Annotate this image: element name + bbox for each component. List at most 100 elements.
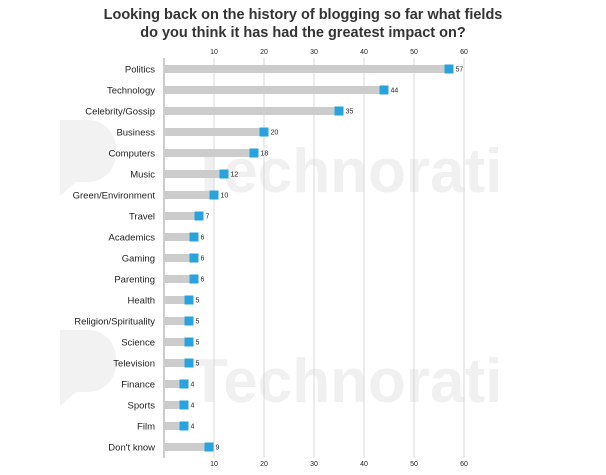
- data-label-13: 5: [196, 340, 200, 347]
- bar-marker-4: [249, 148, 259, 158]
- x-tick-label-top-20: 20: [260, 49, 268, 56]
- category-label-16: Sports: [128, 401, 156, 412]
- category-label-4: Computers: [109, 149, 156, 160]
- bar-marker-6: [209, 190, 219, 200]
- category-label-13: Science: [121, 338, 155, 349]
- x-tick-label-top-50: 50: [410, 49, 418, 56]
- x-tick-label-bottom-10: 10: [210, 461, 218, 468]
- bar-marker-10: [189, 274, 199, 284]
- category-label-1: Technology: [107, 86, 155, 97]
- data-label-7: 7: [206, 214, 210, 221]
- category-label-18: Don't know: [108, 443, 155, 454]
- category-label-14: Television: [113, 359, 155, 370]
- x-tick-label-bottom-60: 60: [460, 461, 468, 468]
- x-tick-label-top-40: 40: [360, 49, 368, 56]
- watermark: Technorati Technorati: [60, 120, 502, 416]
- category-label-2: Celebrity/Gossip: [85, 107, 155, 118]
- data-label-16: 4: [191, 403, 195, 410]
- x-tick-label-bottom-30: 30: [310, 461, 318, 468]
- bar-1: [164, 86, 380, 94]
- bar-12: [164, 317, 185, 325]
- data-label-9: 6: [201, 256, 205, 263]
- bar-16: [164, 401, 180, 409]
- x-tick-label-top-60: 60: [460, 49, 468, 56]
- watermark-logo-top: Technorati: [60, 120, 502, 206]
- bar-marker-2: [334, 106, 344, 116]
- category-labels: Politics Technology Celebrity/Gossip Busine…: [73, 65, 156, 454]
- data-label-15: 4: [191, 382, 195, 389]
- bar-18: [164, 443, 205, 451]
- data-label-12: 5: [196, 319, 200, 326]
- x-tick-label-bottom-40: 40: [360, 461, 368, 468]
- bar-marker-13: [184, 337, 194, 347]
- bar-8: [164, 233, 190, 241]
- bar-15: [164, 380, 180, 388]
- data-label-0: 57: [456, 67, 464, 74]
- bar-marker-7: [194, 211, 204, 221]
- chart-title-line-1: Looking back on the history of blogging …: [103, 7, 503, 23]
- category-label-6: Green/Environment: [73, 191, 156, 202]
- bar-marker-8: [189, 232, 199, 242]
- bar-marker-15: [179, 379, 189, 389]
- bar-14: [164, 359, 185, 367]
- category-label-9: Gaming: [122, 254, 155, 265]
- bar-11: [164, 296, 185, 304]
- data-label-5: 12: [231, 172, 239, 179]
- bar-5: [164, 170, 220, 178]
- chart-title-line-2: do you think it has had the greatest imp…: [140, 25, 466, 41]
- category-label-3: Business: [116, 128, 155, 139]
- category-label-0: Politics: [125, 65, 155, 76]
- bar-17: [164, 422, 180, 430]
- chart-title: Looking back on the history of blogging …: [0, 6, 606, 42]
- grid: [213, 58, 465, 458]
- bar-marker-18: [204, 442, 214, 452]
- bar-marker-1: [379, 85, 389, 95]
- category-label-15: Finance: [121, 380, 155, 391]
- bar-3: [164, 128, 260, 136]
- bar-marker-3: [259, 127, 269, 137]
- bar-marker-17: [179, 421, 189, 431]
- data-label-3: 20: [271, 130, 279, 137]
- watermark-text-top: Technorati: [190, 137, 502, 206]
- bar-marker-9: [189, 253, 199, 263]
- data-label-6: 10: [221, 193, 229, 200]
- bar-marker-16: [179, 400, 189, 410]
- data-label-4: 18: [261, 151, 269, 158]
- data-label-18: 9: [216, 445, 220, 452]
- watermark-logo-bottom: Technorati: [60, 330, 502, 416]
- bar-4: [164, 149, 250, 157]
- bar-10: [164, 275, 190, 283]
- watermark-text-bottom: Technorati: [190, 347, 502, 416]
- category-label-17: Film: [137, 422, 155, 433]
- data-label-1: 44: [391, 88, 399, 95]
- data-label-14: 5: [196, 361, 200, 368]
- category-label-10: Parenting: [114, 275, 155, 286]
- bar-marker-11: [184, 295, 194, 305]
- category-label-5: Music: [130, 170, 155, 181]
- bar-9: [164, 254, 190, 262]
- bar-2: [164, 107, 335, 115]
- x-tick-label-top-10: 10: [210, 49, 218, 56]
- category-label-12: Religion/Spirituality: [74, 317, 155, 328]
- x-tick-label-top-30: 30: [310, 49, 318, 56]
- category-label-7: Travel: [129, 212, 155, 223]
- bar-marker-0: [444, 64, 454, 74]
- data-label-10: 6: [201, 277, 205, 284]
- x-tick-label-bottom-50: 50: [410, 461, 418, 468]
- bar-marker-5: [219, 169, 229, 179]
- category-label-11: Health: [128, 296, 155, 307]
- data-label-11: 5: [196, 298, 200, 305]
- bar-13: [164, 338, 185, 346]
- data-label-8: 6: [201, 235, 205, 242]
- bar-0: [164, 65, 445, 73]
- bar-marker-14: [184, 358, 194, 368]
- data-label-17: 4: [191, 424, 195, 431]
- bar-6: [164, 191, 210, 199]
- bar-7: [164, 212, 195, 220]
- x-tick-label-bottom-20: 20: [260, 461, 268, 468]
- data-label-2: 35: [346, 109, 354, 116]
- bar-marker-12: [184, 316, 194, 326]
- category-label-8: Academics: [109, 233, 156, 244]
